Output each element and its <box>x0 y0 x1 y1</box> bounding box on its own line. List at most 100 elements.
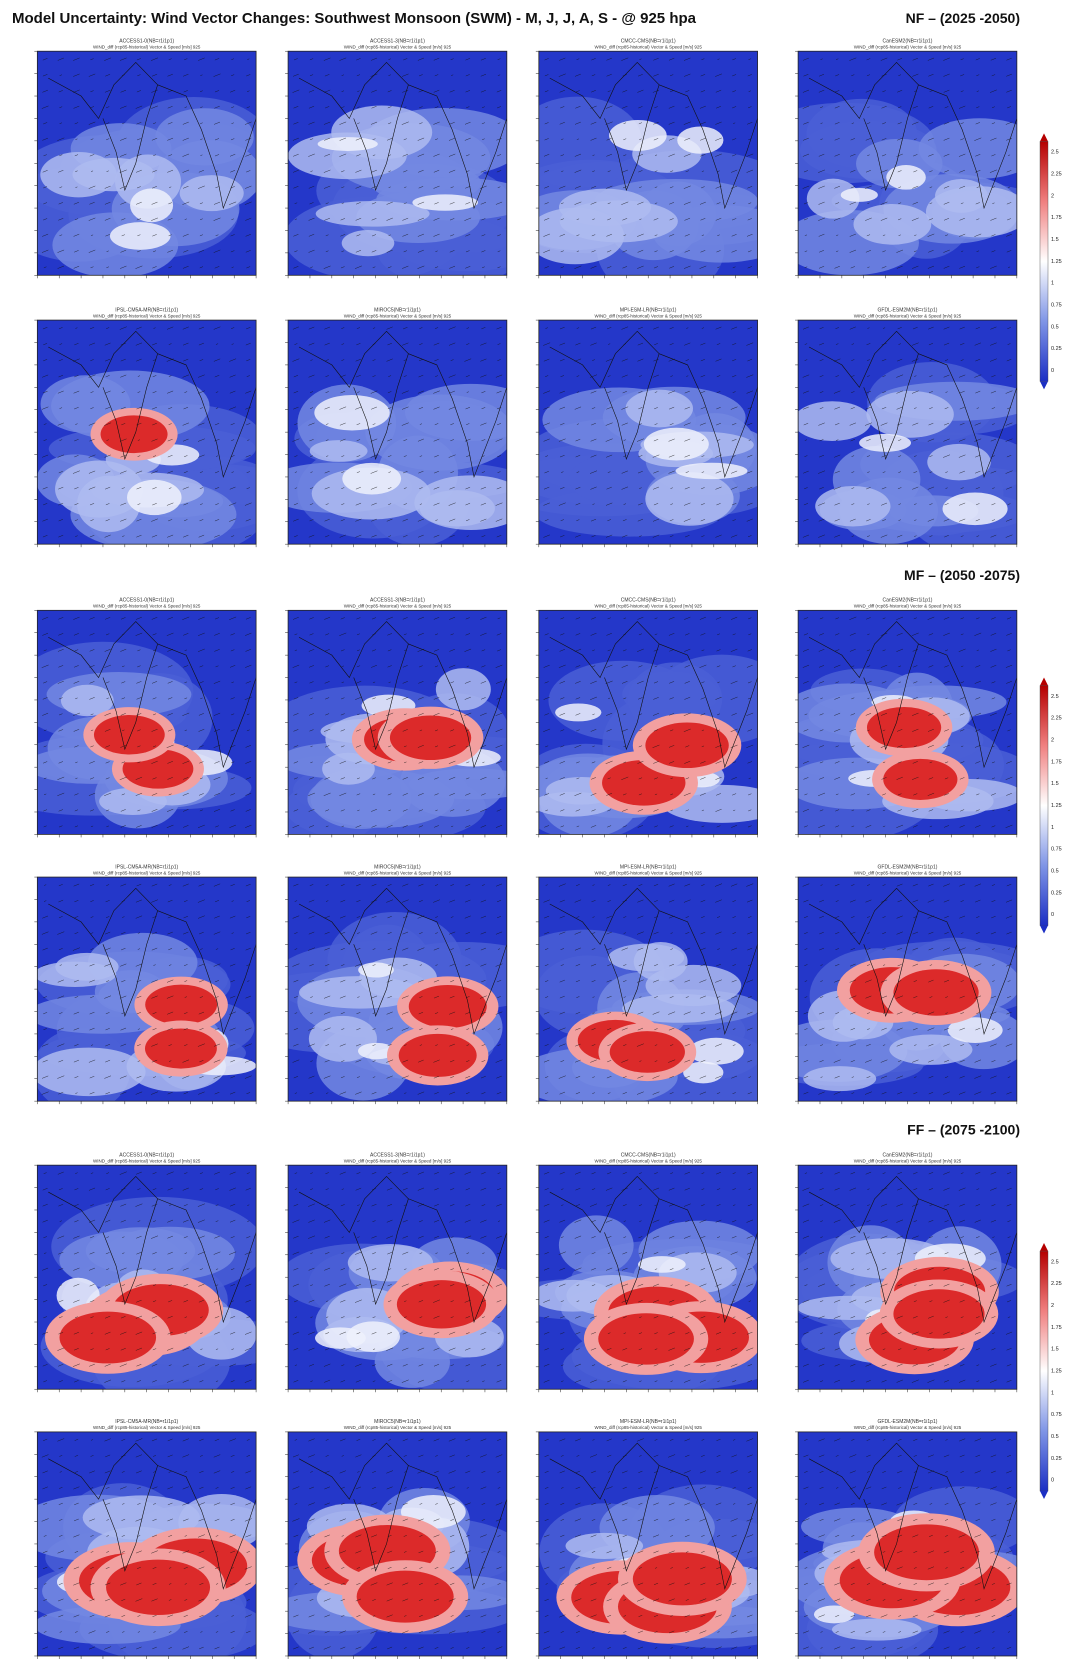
colorbar-label: 0.75 <box>1051 302 1062 308</box>
map-panel: MIROC5(NB=r1i1p1)WIND_diff (rcp85-histor… <box>233 864 557 1104</box>
map-field <box>284 51 535 285</box>
colorbar <box>1040 1251 1048 1491</box>
contour <box>644 428 709 461</box>
colorbar-label: 1.25 <box>1051 1369 1062 1375</box>
panel-subtitle: WIND_diff (rcp85-historical) Vector & Sp… <box>93 604 201 609</box>
colorbar-label: 0.5 <box>1051 1434 1059 1440</box>
map-field <box>36 320 294 557</box>
contour <box>436 668 491 710</box>
contour <box>86 1227 196 1274</box>
contour <box>943 493 1008 526</box>
panel-subtitle: WIND_diff (rcp85-historical) Vector & Sp… <box>854 870 962 875</box>
contour <box>310 440 368 462</box>
panel-subtitle: WIND_diff (rcp85-historical) Vector & Sp… <box>854 604 962 609</box>
contour <box>145 985 217 1025</box>
colorbar-label: 1.5 <box>1051 237 1059 243</box>
contour <box>893 969 978 1015</box>
colorbar-label: 0.5 <box>1051 868 1059 874</box>
colorbar-label: 2.5 <box>1051 150 1059 156</box>
colorbar <box>1040 686 1048 926</box>
panel-subtitle: WIND_diff (rcp85-historical) Vector & Sp… <box>854 313 962 318</box>
map-panel: ACCESS1-0(NB=r1i1p1)WIND_diff (rcp85-his… <box>34 1152 308 1407</box>
colorbar-end <box>1040 1491 1048 1499</box>
contour <box>414 475 527 530</box>
figure: Model Uncertainty: Wind Vector Changes: … <box>0 0 1067 1671</box>
panel-subtitle: WIND_diff (rcp85-historical) Vector & Sp… <box>854 44 962 49</box>
colorbar-label: 1.5 <box>1051 1347 1059 1353</box>
contour <box>555 703 601 721</box>
contour <box>409 985 487 1028</box>
contour <box>101 415 168 453</box>
map-panel: MPI-ESM-LR(NB=r1i1p1)WIND_diff (rcp85-hi… <box>505 864 784 1127</box>
contour <box>803 1066 876 1091</box>
map-panel: CMCC-CMS(NB=r1i1p1)WIND_diff (rcp85-hist… <box>496 1152 786 1395</box>
contour <box>94 715 165 755</box>
map-field <box>499 51 791 299</box>
contour <box>883 759 957 800</box>
contour <box>841 188 878 202</box>
map-panel: MIROC5(NB=r1i1p1)WIND_diff (rcp85-histor… <box>261 307 537 547</box>
map-field <box>496 1165 786 1395</box>
contour <box>926 186 1030 237</box>
colorbar-label: 2.25 <box>1051 172 1062 178</box>
map-field <box>233 877 557 1101</box>
contour <box>815 486 890 527</box>
colorbar-label: 2 <box>1051 193 1054 199</box>
colorbar-label: 1 <box>1051 1390 1054 1396</box>
contour <box>893 1289 984 1338</box>
map-panel: ACCESS1-3(NB=r1i1p1)WIND_diff (rcp85-his… <box>260 598 557 847</box>
map-field <box>793 320 1058 557</box>
contour <box>854 204 932 245</box>
colorbar-end <box>1040 926 1048 934</box>
colorbar-label: 1.25 <box>1051 803 1062 809</box>
map-field <box>279 1165 564 1395</box>
contour <box>645 472 733 526</box>
contour <box>342 463 401 495</box>
contour <box>626 390 693 428</box>
panel-subtitle: WIND_diff (rcp85-historical) Vector & Sp… <box>594 44 702 49</box>
map-panel: CanESM2(NB=r1i1p1)WIND_diff (rcp85-histo… <box>782 1152 1025 1392</box>
contour <box>397 1280 486 1328</box>
contour <box>127 480 182 515</box>
map-field <box>37 1165 308 1407</box>
contour <box>110 222 171 250</box>
contour <box>155 108 254 165</box>
contour <box>645 722 728 768</box>
contour <box>866 391 953 438</box>
map-panel: ACCESS1-0(NB=r1i1p1)WIND_diff (rcp85-his… <box>0 598 256 838</box>
map-field <box>4 51 271 278</box>
contour <box>610 1031 685 1073</box>
colorbar-label: 0.25 <box>1051 890 1062 896</box>
contour <box>316 201 430 227</box>
colorbar-label: 0.25 <box>1051 1456 1062 1462</box>
colorbar-end <box>1040 133 1048 141</box>
map-panel: ACCESS1-0(NB=r1i1p1)WIND_diff (rcp85-his… <box>4 39 271 279</box>
map-field <box>0 610 256 834</box>
colorbar-label: 1 <box>1051 281 1054 287</box>
contour <box>560 200 678 242</box>
contour <box>59 1312 156 1364</box>
colorbar-label: 2.5 <box>1051 1259 1059 1265</box>
map-field <box>514 610 791 840</box>
contour <box>342 230 395 256</box>
colorbar-label: 0 <box>1051 912 1054 918</box>
map-field <box>260 610 557 846</box>
map-field <box>505 877 784 1127</box>
period-label: MF – (2050 -2075) <box>904 567 1020 583</box>
contour <box>314 395 389 430</box>
map-field <box>28 877 257 1112</box>
contour <box>867 707 941 748</box>
contour <box>365 394 514 470</box>
colorbar-label: 0.75 <box>1051 1412 1062 1418</box>
contour <box>559 1215 634 1274</box>
panel-subtitle: WIND_diff (rcp85-historical) Vector & Sp… <box>594 870 702 875</box>
contour <box>689 1038 744 1065</box>
map-panel: ACCESS1-3(NB=r1i1p1)WIND_diff (rcp85-his… <box>279 1152 564 1395</box>
panel-subtitle: WIND_diff (rcp85-historical) Vector & Sp… <box>344 313 452 318</box>
panel-subtitle: WIND_diff (rcp85-historical) Vector & Sp… <box>344 870 452 875</box>
map-panel: GFDL-ESM2M(NB=r1i1p1)WIND_diff (rcp85-hi… <box>760 864 1040 1104</box>
contour <box>646 965 742 1006</box>
contour <box>608 944 684 972</box>
map-panel: CanESM2(NB=r1i1p1)WIND_diff (rcp85-histo… <box>730 598 1033 844</box>
colorbar-label: 2 <box>1051 1303 1054 1309</box>
